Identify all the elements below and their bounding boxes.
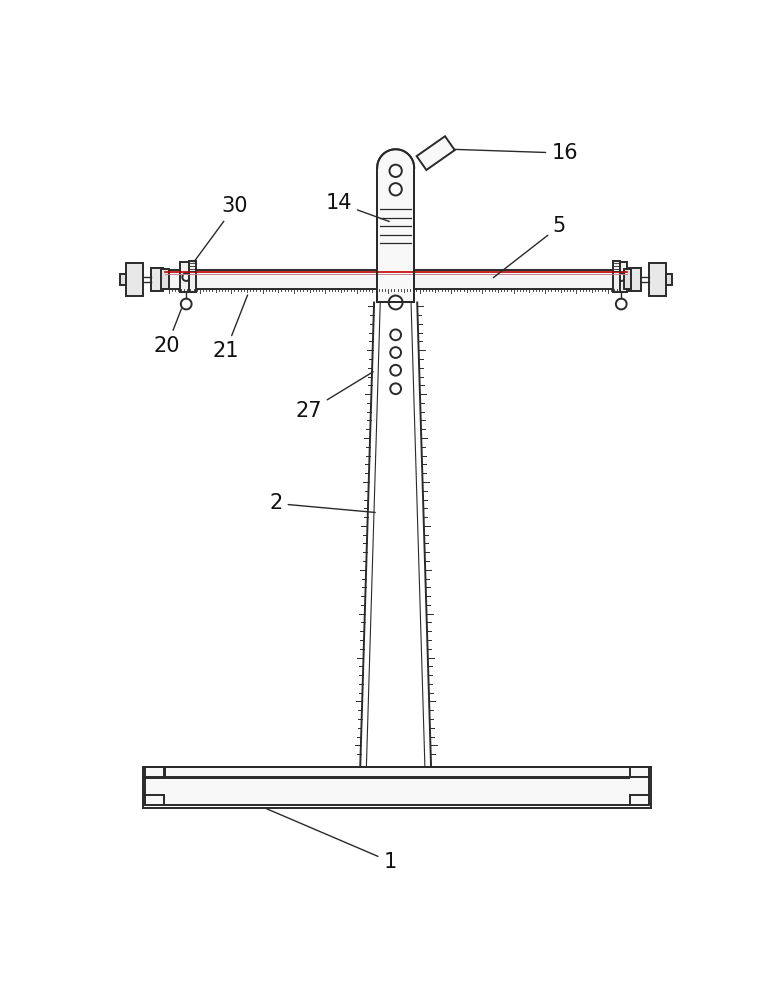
Circle shape [391, 347, 401, 358]
Circle shape [391, 365, 401, 376]
Text: 2: 2 [269, 493, 375, 513]
Circle shape [616, 299, 627, 309]
Circle shape [390, 183, 401, 195]
Bar [120, 274, 126, 285]
Circle shape [391, 383, 401, 394]
Text: 30: 30 [194, 196, 248, 262]
Bar [629, 268, 642, 291]
Polygon shape [378, 149, 414, 302]
Bar [624, 269, 631, 289]
Circle shape [391, 329, 401, 340]
Text: 1: 1 [266, 809, 397, 872]
Bar [613, 261, 621, 292]
Text: 16: 16 [454, 143, 577, 163]
Text: 21: 21 [212, 295, 248, 361]
Bar [144, 767, 649, 805]
Circle shape [182, 273, 190, 281]
Bar [151, 268, 163, 291]
Circle shape [389, 296, 402, 309]
Text: 14: 14 [326, 193, 389, 221]
Bar [161, 269, 168, 289]
Circle shape [618, 273, 625, 281]
Bar [180, 262, 192, 292]
Bar [164, 270, 628, 289]
Text: 5: 5 [493, 216, 566, 278]
Circle shape [181, 299, 191, 309]
Bar [615, 262, 628, 292]
Text: 27: 27 [296, 372, 374, 421]
Bar [188, 261, 196, 292]
Bar [649, 263, 666, 296]
Text: 20: 20 [154, 309, 181, 356]
Polygon shape [417, 136, 455, 170]
Circle shape [390, 165, 401, 177]
Bar [666, 274, 672, 285]
Bar [126, 263, 143, 296]
